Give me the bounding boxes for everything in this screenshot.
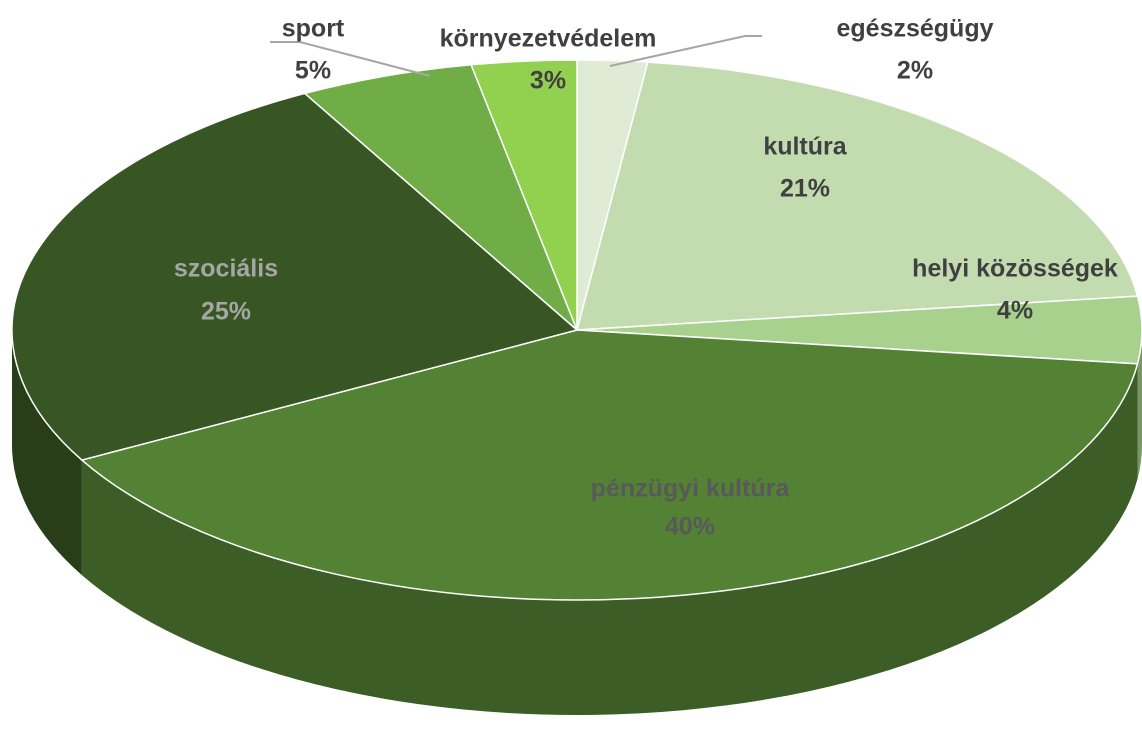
slice-value-label: 2% — [897, 57, 933, 85]
slice-value-label: 4% — [997, 297, 1033, 325]
slice-value-label: 3% — [530, 67, 566, 95]
slice-label: egészségügy — [836, 15, 993, 43]
leader-lines — [270, 35, 762, 77]
slice — [470, 59, 578, 331]
slice-value-label: 21% — [780, 175, 830, 203]
slice-label: környezetvédelem — [440, 25, 657, 53]
slice-side — [81, 363, 1138, 715]
leader-line — [270, 41, 431, 77]
slice-label: pénzügyi kultúra — [591, 475, 791, 503]
slice-side — [12, 330, 82, 576]
slice-label: helyi közösségek — [912, 255, 1118, 283]
slice — [11, 92, 579, 461]
slice-value-label: 40% — [665, 513, 715, 541]
pie-sides — [12, 330, 1142, 715]
slice — [303, 63, 578, 331]
slice — [80, 329, 1139, 601]
labels: egészségügy 2% kultúra 21% helyi közösségek 4… — [174, 15, 1118, 541]
slice — [576, 61, 1139, 331]
slice-side — [1137, 330, 1142, 479]
pie-tops — [11, 59, 1142, 601]
slice-value-label: 25% — [201, 298, 251, 326]
leader-line — [609, 35, 762, 67]
slice-label: kultúra — [763, 133, 847, 161]
slice-value-label: 5% — [295, 57, 331, 85]
slice-label: szociális — [174, 255, 278, 283]
slice-label: sport — [282, 15, 345, 43]
